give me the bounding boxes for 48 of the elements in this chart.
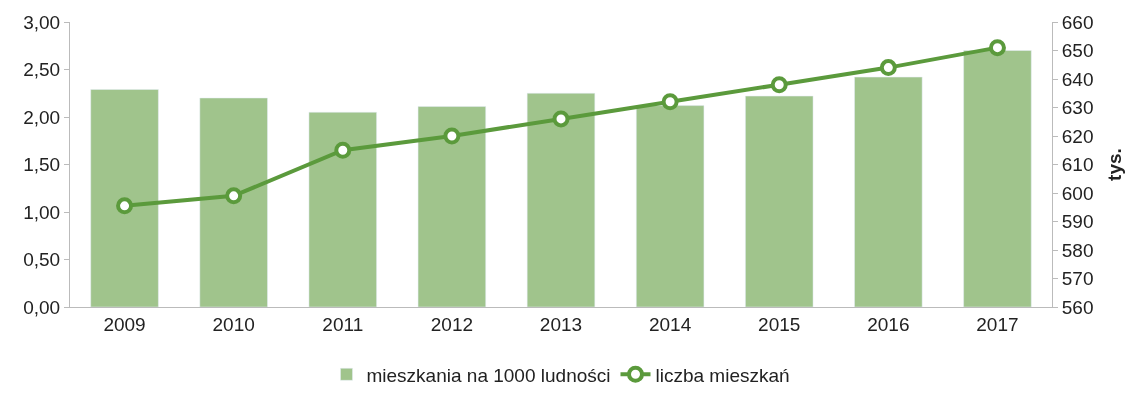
bar	[854, 76, 923, 307]
bar	[417, 106, 486, 307]
x-tick-label: 2013	[539, 313, 583, 335]
x-tick-label: 2012	[430, 313, 474, 335]
x-tick-label: 2017	[976, 313, 1019, 335]
legend-label: mieszkania na 1000 ludności	[366, 364, 611, 386]
bar	[199, 97, 268, 307]
bar	[745, 95, 814, 307]
point	[988, 39, 1006, 57]
x-tick-label: 2016	[867, 313, 910, 335]
point	[552, 110, 570, 128]
point	[879, 59, 897, 77]
x-tick-label: 2014	[648, 313, 692, 335]
x-tick-label: 2015	[758, 313, 801, 335]
y-tick-label: 1,00	[23, 201, 61, 223]
y2-tick-label: 630	[1061, 97, 1094, 119]
x-tick-label: 2011	[322, 313, 364, 335]
y-tick-label: 2,50	[23, 59, 61, 81]
point	[225, 187, 243, 205]
bar	[636, 105, 705, 307]
y2-tick-label: 560	[1061, 296, 1094, 318]
legend-label: liczba mieszkań	[655, 364, 790, 386]
y-tick-label: 3,00	[23, 11, 61, 33]
y-tick-label: 0,50	[23, 249, 61, 271]
y2-tick-label: 650	[1061, 40, 1094, 62]
y2-tick-label: 660	[1061, 11, 1094, 33]
x-tick-label: 2009	[103, 313, 146, 335]
bar	[90, 89, 159, 307]
y-tick-label: 2,00	[23, 106, 61, 128]
bar	[526, 93, 596, 307]
point	[443, 127, 461, 145]
y2-tick-label: 600	[1061, 182, 1094, 204]
y2-tick-label: 640	[1061, 68, 1094, 90]
y2-tick-label: 590	[1061, 211, 1094, 233]
bar	[308, 112, 377, 307]
y2-axis-title: tys.	[1104, 148, 1126, 181]
bar	[963, 50, 1032, 307]
point	[770, 76, 788, 94]
y2-tick-label: 610	[1061, 154, 1094, 176]
point	[334, 141, 352, 159]
y-tick-label: 1,50	[23, 154, 61, 176]
point	[116, 197, 134, 215]
y2-tick-label: 570	[1061, 268, 1094, 290]
y2-tick-label: 620	[1061, 125, 1094, 147]
y-tick-label: 0,00	[23, 296, 61, 318]
point	[661, 93, 679, 111]
y2-tick-label: 580	[1061, 239, 1094, 261]
x-tick-label: 2010	[212, 313, 255, 335]
